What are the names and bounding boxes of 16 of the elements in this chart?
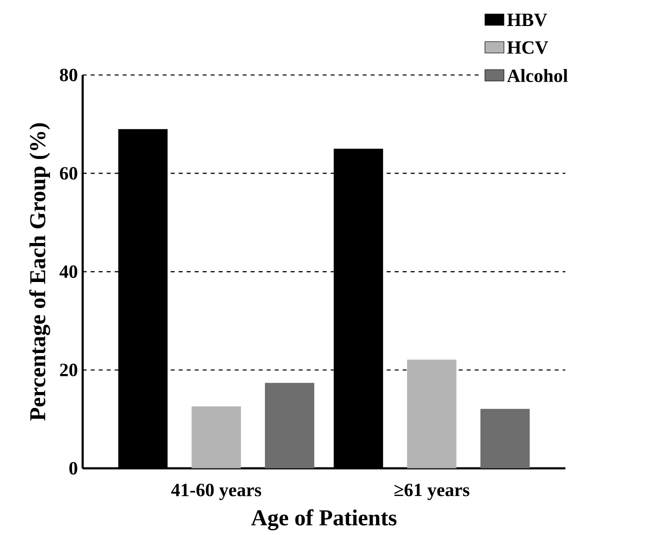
- y-tick-label: 40: [60, 265, 78, 278]
- y-axis-title: Percentage of Each Group (%): [29, 123, 50, 421]
- legend-label: Alcohol: [507, 68, 568, 82]
- legend-label: HBV: [507, 14, 548, 26]
- y-tick-label: 80: [60, 68, 78, 82]
- bar: [407, 360, 456, 468]
- bar: [264, 382, 314, 468]
- y-tick-label: 0: [69, 462, 78, 475]
- x-tick-label: 41-60 years: [171, 484, 262, 500]
- legend-label: HCV: [507, 41, 548, 54]
- y-tick-label: 60: [60, 167, 78, 180]
- x-tick-label: ≥61 years: [394, 484, 470, 500]
- bar: [480, 408, 530, 468]
- x-axis-title: Age of Patients: [251, 509, 396, 530]
- y-tick-label: 20: [60, 364, 78, 376]
- bar: [192, 406, 241, 468]
